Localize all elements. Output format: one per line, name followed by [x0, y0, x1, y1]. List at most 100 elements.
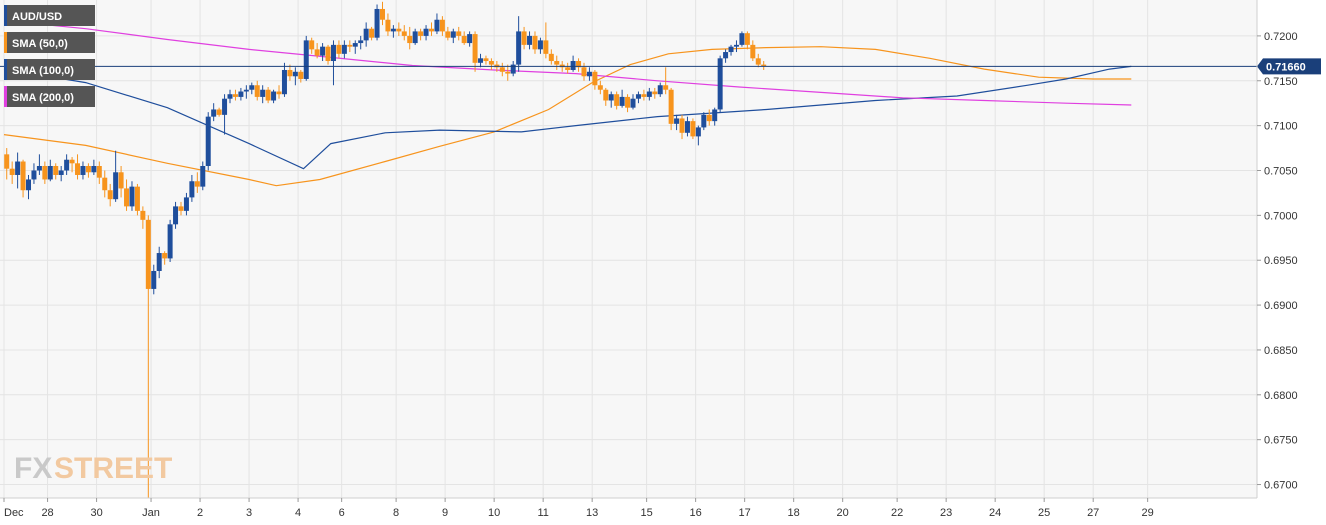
x-tick-label: 30 [90, 507, 102, 519]
y-tick-label: 0.6750 [1264, 435, 1298, 447]
candle-body [625, 96, 631, 108]
candle-body [222, 98, 228, 115]
legend-item: AUD/USD [4, 5, 95, 26]
candle-body [9, 168, 15, 175]
candle-body [412, 31, 418, 44]
candle-body [695, 127, 701, 137]
candle-body [4, 154, 10, 169]
candle-body [548, 53, 554, 62]
candle-body [646, 91, 652, 97]
x-tick-label: 24 [989, 507, 1001, 519]
candle-body [510, 64, 516, 74]
candle-body [608, 94, 614, 101]
x-tick-label: 10 [488, 507, 500, 519]
candle-body [390, 28, 396, 32]
legend-item: SMA (100,0) [4, 59, 95, 80]
x-tick-label: 6 [339, 507, 345, 519]
y-tick-label: 0.6850 [1264, 345, 1298, 357]
candle-body [113, 172, 119, 200]
candle-body [211, 109, 217, 117]
candle-body [467, 34, 473, 44]
candle-body [303, 40, 309, 79]
candle-body [755, 58, 761, 65]
candle-body [325, 46, 331, 62]
candle-body [630, 98, 636, 108]
candle-body [178, 206, 184, 211]
candle-body [576, 61, 582, 68]
candle-body [570, 61, 576, 70]
legend-swatch [4, 5, 7, 26]
x-tick-label: 4 [295, 507, 301, 519]
candle-body [521, 31, 527, 45]
legend-item-bg [4, 59, 95, 80]
candle-body [151, 270, 157, 289]
candle-body [423, 28, 429, 36]
y-tick-label: 0.6700 [1264, 480, 1298, 492]
x-axis-ticks: Dec 28 30 Jan 2 3 4 6 8 9 10 11 13 15 16 17 18 20 22 23 24 25… [3, 498, 1154, 519]
candle-body [173, 206, 179, 225]
fxstreet-watermark: FX STREET [14, 452, 172, 485]
candle-body [336, 44, 342, 54]
candle-body [243, 89, 249, 92]
candle-body [592, 71, 598, 86]
watermark-street: STREET [54, 452, 172, 485]
candle-body [450, 31, 456, 38]
candle-body [543, 40, 549, 54]
y-tick-label: 0.7000 [1264, 210, 1298, 222]
candle-body [663, 85, 669, 90]
candle-body [728, 46, 734, 53]
legend-item-bg [4, 32, 95, 53]
price-label-box [1257, 58, 1321, 75]
y-tick-label: 0.6950 [1264, 255, 1298, 267]
candle-body [472, 34, 478, 63]
legend-item-bg [4, 5, 95, 26]
candle-body [641, 94, 647, 97]
candle-body [407, 35, 413, 44]
y-tick-label: 0.7200 [1264, 31, 1298, 43]
candle-body [554, 61, 560, 65]
x-tick-label: 20 [837, 507, 849, 519]
candle-body [298, 71, 304, 79]
y-tick-label: 0.6900 [1264, 300, 1298, 312]
candle-body [36, 166, 42, 171]
candle-body [701, 114, 707, 128]
candle-body [238, 91, 244, 97]
x-tick-label: 15 [640, 507, 652, 519]
candle-body [439, 19, 445, 32]
x-tick-label: Jan [142, 507, 160, 519]
legend: AUD/USD SMA (50,0) SMA (100,0) SMA (200,0) [4, 5, 95, 107]
candle-body [657, 85, 663, 95]
candle-body [739, 33, 745, 45]
candle-body [434, 19, 440, 32]
candle-body [287, 69, 293, 77]
plot-background [0, 0, 1257, 498]
candle-body [614, 94, 620, 106]
candle-body [15, 161, 21, 175]
candle-body [281, 69, 287, 95]
candle-body [706, 114, 712, 122]
x-tick-label: 23 [940, 507, 952, 519]
x-tick-label: 3 [246, 507, 252, 519]
candle-body [478, 58, 484, 63]
legend-swatch [4, 32, 7, 53]
y-axis-ticks: 0.7200 0.7150 0.7100 0.7050 0.7000 0.6950 0.69… [1257, 31, 1298, 492]
candle-body [118, 172, 124, 189]
candle-body [733, 44, 739, 47]
legend-item: SMA (50,0) [4, 32, 95, 53]
candle-body [320, 46, 326, 56]
candle-body [85, 166, 91, 173]
candle-body [330, 44, 336, 62]
price-label-text: 0.71660 [1266, 61, 1306, 73]
candle-body [183, 197, 189, 211]
candle-body [20, 161, 26, 191]
candle-body [189, 181, 195, 198]
candle-body [102, 177, 108, 191]
legend-label: SMA (200,0) [12, 92, 74, 104]
legend-label: AUD/USD [12, 11, 62, 23]
legend-item: SMA (200,0) [4, 86, 95, 107]
candle-body [396, 28, 402, 32]
candle-body [200, 166, 206, 187]
candle-body [679, 118, 685, 133]
candle-body [140, 210, 146, 220]
candle-body [597, 85, 603, 90]
